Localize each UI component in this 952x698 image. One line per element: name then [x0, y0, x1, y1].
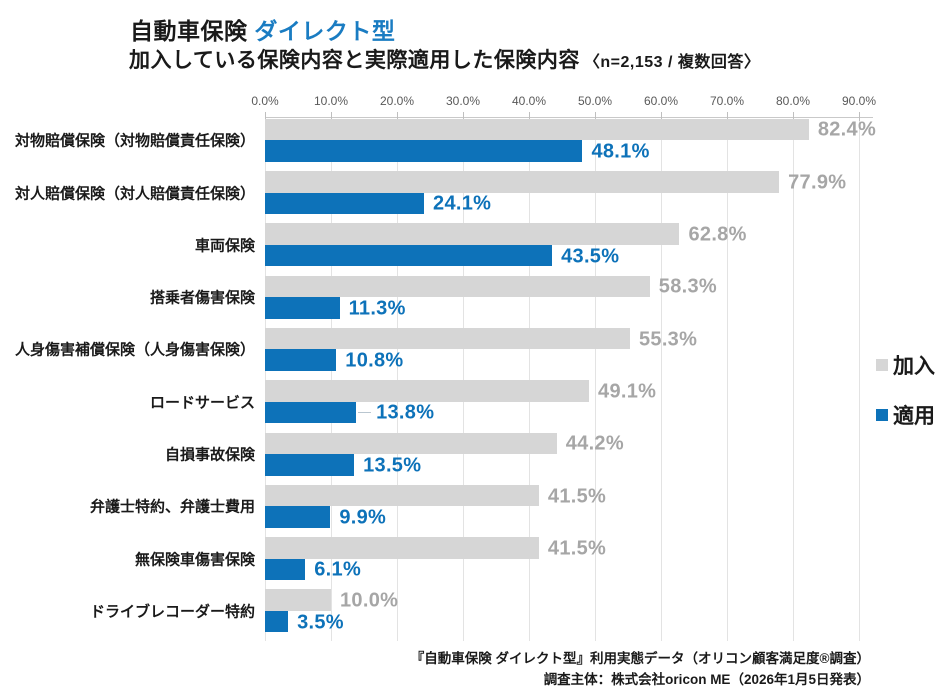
x-tick-label: 40.0%	[511, 94, 547, 108]
source-note-line1: 『自動車保険 ダイレクト型』利用実態データ（オリコン顧客満足度®調査）	[410, 651, 870, 666]
legend-label-kanyu: 加入	[893, 355, 935, 378]
value-label-kanyu: 49.1%	[598, 380, 657, 403]
bar-tekiyo	[265, 140, 583, 162]
gridline-60.0%	[661, 112, 662, 641]
value-label-tekiyo: 6.1%	[314, 558, 362, 581]
gridline-20.0%	[397, 112, 398, 641]
value-label-tekiyo: 11.3%	[348, 297, 406, 320]
chart-subtitle-main: 加入している保険内容と実際適用した保険内容	[129, 49, 580, 72]
bar-kanyu	[265, 432, 557, 454]
chart-title-blue: ダイレクト型	[254, 18, 396, 44]
category-label: 人身傷害補償保険（人身傷害保険）	[14, 341, 255, 359]
bar-tekiyo	[265, 401, 357, 424]
category-label: ドライブレコーダー特約	[89, 603, 255, 621]
value-label-kanyu: 82.4%	[817, 118, 877, 141]
tickmark-10.0%	[331, 112, 332, 121]
x-tick-label: 70.0%	[709, 94, 745, 108]
gridline-80.0%	[793, 112, 794, 641]
value-label-kanyu: 62.8%	[688, 223, 747, 246]
x-tick-label: 30.0%	[445, 94, 481, 108]
bar-tekiyo	[265, 297, 340, 319]
tickmark-20.0%	[397, 112, 398, 121]
gridline-0.0%	[265, 112, 266, 641]
category-label: 無保険車傷害保険	[134, 551, 255, 569]
value-label-kanyu: 41.5%	[547, 485, 607, 508]
chart-title: 自動車保険 ダイレクト型	[130, 12, 395, 46]
legend-item-tekiyo: 適用	[876, 400, 935, 430]
value-label-tekiyo: 13.5%	[363, 454, 422, 477]
gridline-30.0%	[463, 112, 464, 641]
value-label-tekiyo: 3.5%	[297, 611, 344, 634]
tickmark-0.0%	[265, 112, 266, 121]
x-axis-line	[265, 117, 873, 118]
category-label: ロードサービス	[149, 394, 255, 412]
value-label-kanyu: 10.0%	[340, 589, 399, 612]
bar-kanyu	[265, 118, 809, 141]
tickmark-70.0%	[727, 112, 728, 121]
x-tick-label: 20.0%	[379, 94, 415, 108]
gridline-50.0%	[595, 112, 596, 641]
tickmark-80.0%	[793, 112, 794, 121]
tickmark-60.0%	[661, 112, 662, 121]
tickmark-50.0%	[595, 112, 596, 121]
value-label-tekiyo: 9.9%	[339, 506, 387, 529]
category-label: 対人賠償保険（対人賠償責任保険）	[14, 185, 255, 202]
label-leader-line	[358, 412, 372, 414]
bar-tekiyo	[265, 192, 425, 214]
value-label-tekiyo: 24.1%	[433, 192, 492, 215]
value-label-kanyu: 44.2%	[565, 432, 624, 455]
value-label-kanyu: 41.5%	[547, 537, 607, 560]
value-label-tekiyo: 43.5%	[561, 245, 620, 268]
bar-kanyu	[265, 537, 539, 559]
category-label: 対物賠償保険（対物賠償責任保険）	[14, 132, 255, 150]
gridline-70.0%	[727, 112, 728, 641]
x-tick-label: 80.0%	[775, 94, 811, 108]
x-tick-label: 90.0%	[841, 94, 877, 108]
value-label-tekiyo: 13.8%	[376, 401, 435, 424]
value-label-kanyu: 55.3%	[638, 328, 698, 351]
value-label-kanyu: 58.3%	[658, 275, 717, 298]
bar-tekiyo	[265, 244, 553, 267]
category-label: 車両保険	[194, 237, 255, 255]
value-label-tekiyo: 10.8%	[345, 349, 404, 372]
chart-subtitle: 加入している保険内容と実際適用した保険内容 〈n=2,153 / 複数回答〉	[129, 44, 760, 74]
bar-kanyu	[265, 589, 331, 611]
bar-kanyu	[265, 223, 680, 245]
legend-swatch-gray	[876, 359, 888, 371]
bar-tekiyo	[265, 558, 306, 581]
x-tick-label: 10.0%	[313, 94, 349, 108]
category-label: 弁護士特約、弁護士費用	[89, 498, 255, 516]
legend-swatch-blue	[876, 409, 888, 421]
source-note: 『自動車保険 ダイレクト型』利用実態データ（オリコン顧客満足度®調査） 調査主体…	[411, 648, 870, 690]
chart-title-black: 自動車保険	[130, 18, 248, 44]
x-tick-label: 60.0%	[643, 94, 679, 108]
tickmark-90.0%	[859, 112, 860, 121]
bar-kanyu	[265, 327, 630, 350]
source-note-line2: 調査主体：株式会社oricon ME（2026年1月5日発表）	[543, 672, 870, 687]
sample-size-note: 〈n=2,153 / 複数回答〉	[583, 54, 761, 71]
x-tick-label: 0.0%	[251, 94, 279, 108]
bar-kanyu	[265, 275, 650, 298]
legend: 加入 適用	[876, 350, 935, 450]
tickmark-30.0%	[463, 112, 464, 121]
legend-label-tekiyo: 適用	[893, 405, 935, 428]
value-label-tekiyo: 48.1%	[591, 140, 650, 163]
category-label: 搭乗者傷害保険	[149, 289, 255, 307]
bar-tekiyo	[265, 349, 337, 371]
legend-item-kanyu: 加入	[876, 350, 935, 380]
x-tick-label: 50.0%	[577, 94, 613, 108]
gridline-90.0%	[859, 112, 860, 641]
bar-tekiyo	[265, 506, 331, 528]
bar-kanyu	[265, 171, 780, 193]
bar-tekiyo	[265, 610, 289, 633]
gridline-40.0%	[529, 112, 530, 641]
gridline-10.0%	[331, 112, 332, 641]
bar-kanyu	[265, 484, 539, 507]
category-label: 自損事故保険	[164, 446, 255, 464]
bar-tekiyo	[265, 454, 355, 476]
bar-kanyu	[265, 380, 590, 402]
tickmark-40.0%	[529, 112, 530, 121]
value-label-kanyu: 77.9%	[788, 171, 847, 194]
